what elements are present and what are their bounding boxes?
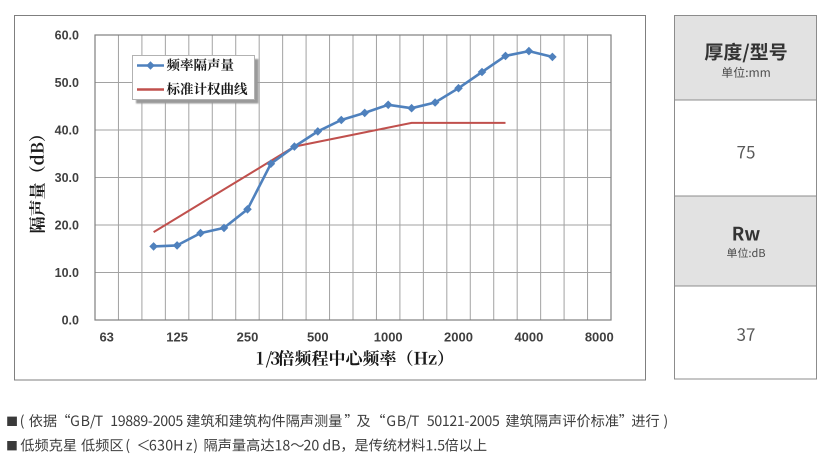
- svg-text:500: 500: [307, 329, 329, 344]
- svg-text:4000: 4000: [514, 329, 543, 344]
- svg-text:60.0: 60.0: [55, 28, 79, 42]
- svg-text:40.0: 40.0: [55, 123, 79, 137]
- svg-text:20.0: 20.0: [55, 218, 79, 232]
- svg-text:0.0: 0.0: [62, 313, 79, 327]
- svg-text:1000: 1000: [374, 329, 403, 344]
- svg-text:2000: 2000: [444, 329, 473, 344]
- svg-text:63: 63: [99, 329, 113, 344]
- svg-text:30.0: 30.0: [55, 171, 79, 185]
- svg-text:125: 125: [166, 329, 188, 344]
- svg-text:10.0: 10.0: [55, 266, 79, 280]
- svg-text:250: 250: [237, 329, 259, 344]
- svg-text:8000: 8000: [585, 329, 614, 344]
- svg-text:50.0: 50.0: [55, 76, 79, 90]
